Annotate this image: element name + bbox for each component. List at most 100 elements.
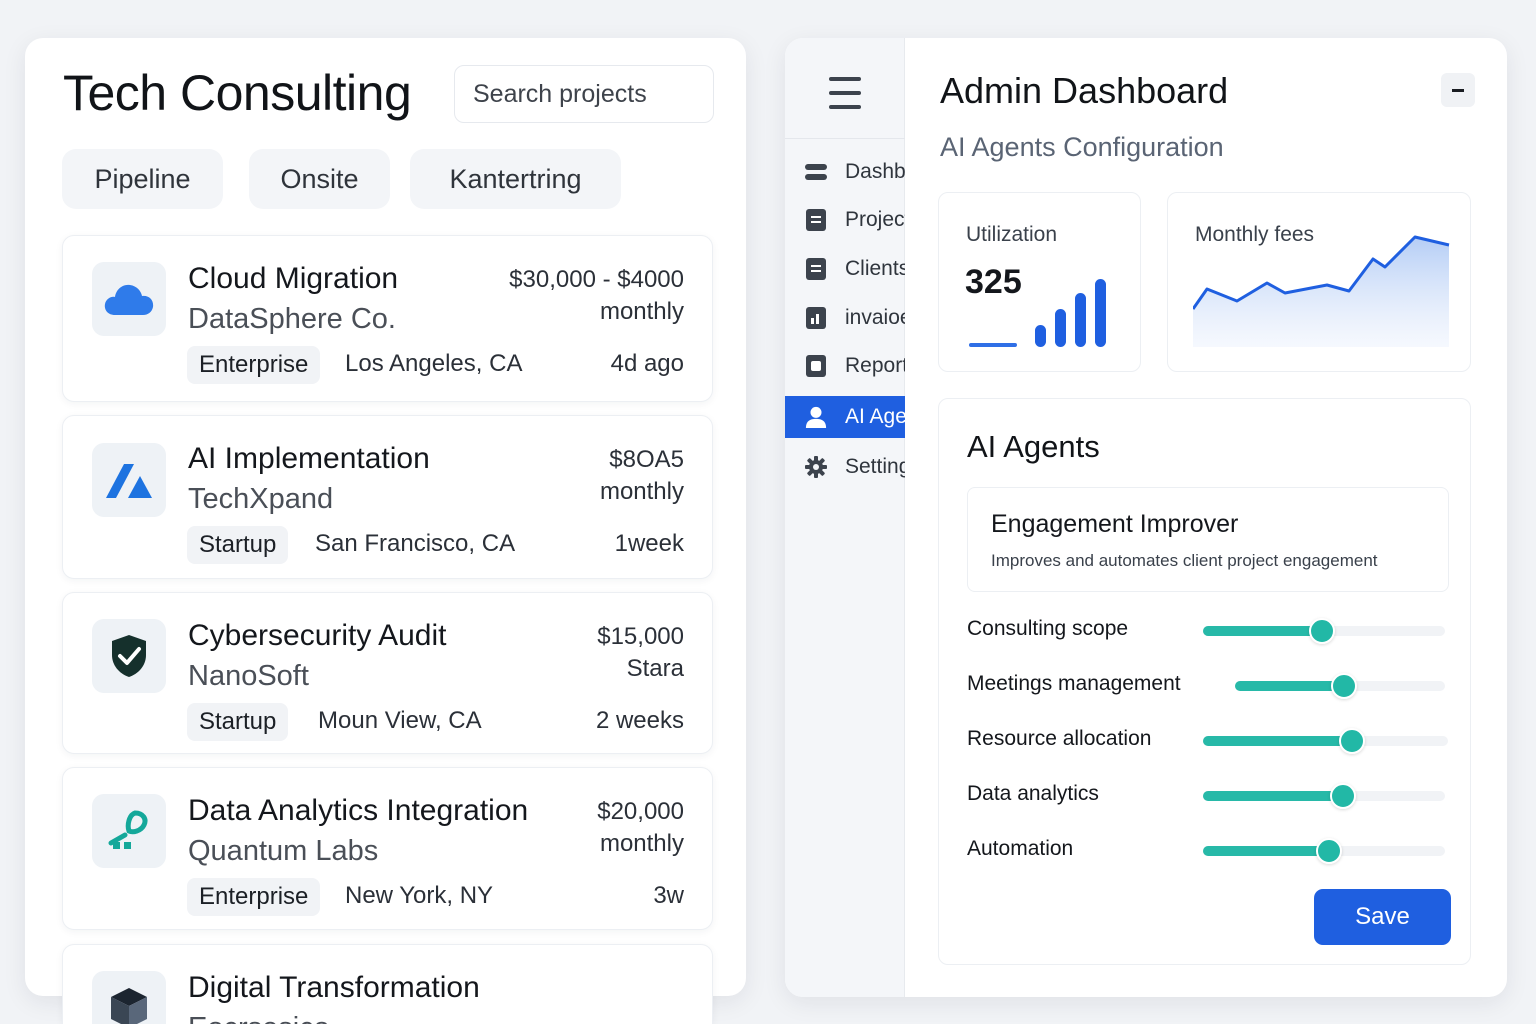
ai-logo-icon xyxy=(92,443,166,517)
slider-thumb[interactable] xyxy=(1331,673,1358,699)
admin-title: Admin Dashboard xyxy=(940,70,1229,111)
sidebar-item-dashboard[interactable]: Dashboard xyxy=(785,151,905,193)
menu-icon[interactable] xyxy=(829,77,861,109)
price-amount: $20,000 xyxy=(597,798,684,825)
project-price: $8OA5 monthly xyxy=(600,444,684,508)
slider-fill xyxy=(1203,736,1353,746)
project-company: Quantum Labs xyxy=(188,835,379,867)
slider-label: Automation xyxy=(967,837,1074,860)
tab-onsite[interactable]: Onsite xyxy=(249,149,390,209)
sidebar-item-projects[interactable]: Projects xyxy=(785,199,905,241)
cube-icon xyxy=(92,971,166,1024)
ai-agents-card: AI Agents Engagement Improver Improves a… xyxy=(938,398,1471,965)
utilization-bars-icon xyxy=(969,279,1106,347)
monthly-fees-label: Monthly fees xyxy=(1195,223,1315,246)
project-location: San Francisco, CA xyxy=(315,530,516,557)
tier-badge: Enterprise xyxy=(187,878,321,916)
document-icon xyxy=(805,209,827,231)
project-time: 4d ago xyxy=(610,350,684,377)
sidebar-item-label: AI Agents xyxy=(845,405,905,428)
project-time: 1week xyxy=(614,530,684,557)
agent-name: Engagement Improver xyxy=(991,510,1239,538)
project-location: New York, NY xyxy=(345,882,494,909)
project-title: Digital Transformation xyxy=(188,971,480,1004)
search-input[interactable] xyxy=(454,65,714,123)
admin-subtitle: AI Agents Configuration xyxy=(940,132,1224,162)
sidebar-item-label: Clients xyxy=(845,257,905,280)
project-time: 3w xyxy=(653,882,684,909)
project-card[interactable]: AI Implementation TechXpand $8OA5 monthl… xyxy=(62,415,713,579)
divider xyxy=(785,138,905,139)
admin-panel: Dashboard Projects Clients invaioes Repo… xyxy=(785,38,1507,997)
automation-slider[interactable] xyxy=(1203,838,1445,864)
slider-thumb[interactable] xyxy=(1308,618,1335,644)
tier-badge: Startup xyxy=(187,526,289,564)
agents-title: AI Agents xyxy=(967,429,1100,464)
project-title: Cloud Migration xyxy=(188,262,399,295)
project-card[interactable]: Cloud Migration DataSphere Co. $30,000 -… xyxy=(62,235,713,402)
slider-fill xyxy=(1203,626,1322,636)
tab-pipeline[interactable]: Pipeline xyxy=(62,149,223,209)
project-title: Cybersecurity Audit xyxy=(188,619,447,652)
sidebar-item-clients[interactable]: Clients xyxy=(785,248,905,290)
project-location: Moun View, CA xyxy=(318,707,482,734)
sidebar-item-reports[interactable]: Reports xyxy=(785,345,905,387)
utilization-label: Utilization xyxy=(966,223,1058,246)
project-location: Los Angeles, CA xyxy=(345,350,523,377)
project-company: DataSphere Co. xyxy=(188,303,396,335)
minus-icon xyxy=(1452,88,1464,92)
project-card[interactable]: Data Analytics Integration Quantum Labs … xyxy=(62,767,713,930)
sidebar-item-invoices[interactable]: invaioes xyxy=(785,297,905,339)
slider-label: Resource allocation xyxy=(967,727,1152,750)
data-analytics-slider[interactable] xyxy=(1203,783,1445,809)
utilization-card: Utilization 325 xyxy=(938,192,1141,372)
cloud-icon xyxy=(92,262,166,336)
dashboard-icon xyxy=(805,162,827,182)
slider-thumb[interactable] xyxy=(1315,838,1342,864)
sidebar-item-label: Settings xyxy=(845,455,905,478)
consulting-scope-slider[interactable] xyxy=(1203,618,1445,644)
sidebar-item-label: Reports xyxy=(845,354,905,377)
slider-thumb[interactable] xyxy=(1339,728,1366,754)
slider-thumb[interactable] xyxy=(1330,783,1357,809)
slider-label: Data analytics xyxy=(967,782,1099,805)
tab-kantertring[interactable]: Kantertring xyxy=(410,149,621,209)
price-period: monthly xyxy=(599,298,684,325)
price-period: Stara xyxy=(626,655,684,682)
shield-check-icon xyxy=(92,619,166,693)
save-button[interactable]: Save xyxy=(1314,889,1451,945)
price-amount: $8OA5 xyxy=(609,446,684,473)
page-title: Tech Consulting xyxy=(63,65,412,121)
sidebar-item-label: Projects xyxy=(845,208,905,231)
project-time: 2 weeks xyxy=(595,707,684,734)
projects-panel: Tech Consulting Pipeline Onsite Kantertr… xyxy=(25,38,746,1024)
tier-badge: Enterprise xyxy=(187,346,321,384)
clients-icon xyxy=(805,258,827,280)
slider-label: Meetings management xyxy=(967,672,1181,695)
monthly-fees-sparkline-icon xyxy=(1193,235,1450,347)
agent-item[interactable]: Engagement Improver Improves and automat… xyxy=(967,487,1449,592)
analytics-logo-icon xyxy=(92,794,166,868)
gear-icon xyxy=(805,456,827,478)
sidebar-item-label: Dashboard xyxy=(845,160,905,183)
sidebar-item-ai-agents[interactable]: AI Agents xyxy=(785,396,905,438)
project-card[interactable]: Cybersecurity Audit NanoSoft $15,000 Sta… xyxy=(62,592,713,754)
slider-label: Consulting scope xyxy=(967,617,1129,640)
sidebar-item-label: invaioes xyxy=(845,306,905,329)
resource-allocation-slider[interactable] xyxy=(1203,728,1448,754)
minimize-button[interactable] xyxy=(1441,73,1475,107)
tier-badge: Startup xyxy=(187,703,289,741)
project-price: $30,000 - $4000 monthly xyxy=(509,264,684,328)
project-title: Data Analytics Integration xyxy=(188,794,529,827)
meetings-management-slider[interactable] xyxy=(1235,673,1445,699)
sidebar: Dashboard Projects Clients invaioes Repo… xyxy=(785,38,905,997)
sidebar-item-settings[interactable]: Settings xyxy=(785,446,905,488)
project-company: TechXpand xyxy=(188,483,334,515)
agent-description: Improves and automates client project en… xyxy=(991,551,1378,570)
slider-fill xyxy=(1203,791,1344,801)
project-card[interactable]: Digital Transformation Eocrsesica xyxy=(62,944,713,1024)
project-title: AI Implementation xyxy=(188,442,430,475)
invoice-icon xyxy=(805,307,827,329)
project-price: $15,000 Stara xyxy=(597,621,684,685)
slider-fill xyxy=(1203,846,1329,856)
